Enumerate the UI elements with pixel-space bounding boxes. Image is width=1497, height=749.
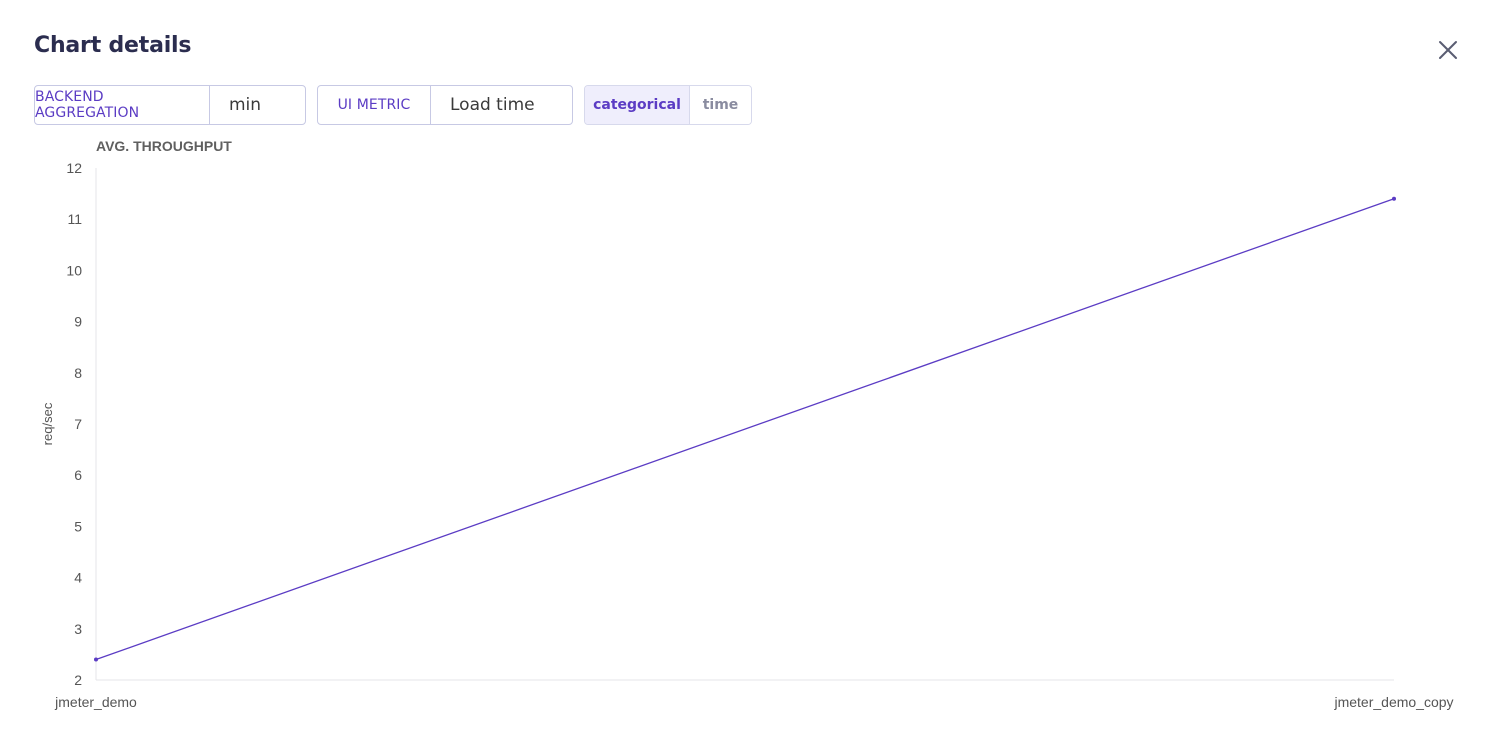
- axis-mode-toggle: categorical time: [584, 85, 752, 125]
- chart-title: AVG. THROUGHPUT: [96, 138, 232, 154]
- x-tick-label: jmeter_demo_copy: [1333, 694, 1453, 710]
- y-tick-label: 10: [66, 262, 82, 278]
- y-tick-label: 11: [67, 211, 82, 227]
- dialog-title: Chart details: [34, 33, 192, 58]
- y-tick-label: 5: [74, 518, 82, 534]
- toggle-time[interactable]: time: [690, 86, 751, 124]
- y-tick-label: 7: [74, 416, 82, 432]
- throughput-line-chart: AVG. THROUGHPUT 2 3 4 5 6 7 8 9 10 11 12 jmeter_de…: [40, 138, 1454, 710]
- toggle-categorical[interactable]: categorical: [585, 86, 690, 124]
- backend-aggregation-select[interactable]: BACKEND AGGREGATION min: [34, 85, 306, 125]
- y-tick-label: 4: [74, 570, 82, 586]
- y-tick-label: 6: [74, 467, 82, 483]
- x-tick-label: jmeter_demo: [54, 694, 137, 710]
- y-tick-label: 3: [74, 621, 82, 637]
- y-tick-label: 12: [66, 160, 82, 176]
- y-tick-label: 2: [74, 672, 82, 688]
- chart-controls: BACKEND AGGREGATION min UI METRIC Load t…: [34, 85, 752, 125]
- series-line: [95, 198, 1395, 661]
- ui-metric-value[interactable]: Load time: [450, 95, 535, 115]
- data-point: [1392, 196, 1396, 201]
- close-button[interactable]: [1434, 36, 1462, 64]
- y-tick-label: 8: [74, 365, 82, 381]
- chart-area: AVG. THROUGHPUT 2 3 4 5 6 7 8 9 10 11 12 jmeter_de…: [0, 130, 1497, 730]
- ui-metric-label: UI METRIC: [318, 86, 431, 124]
- ui-metric-select[interactable]: UI METRIC Load time: [317, 85, 573, 125]
- data-point: [94, 657, 98, 662]
- backend-aggregation-value[interactable]: min: [229, 95, 262, 115]
- close-icon: [1439, 41, 1457, 59]
- y-axis-label: req/sec: [40, 402, 55, 445]
- y-tick-label: 9: [74, 314, 82, 330]
- backend-aggregation-label: BACKEND AGGREGATION: [35, 86, 210, 124]
